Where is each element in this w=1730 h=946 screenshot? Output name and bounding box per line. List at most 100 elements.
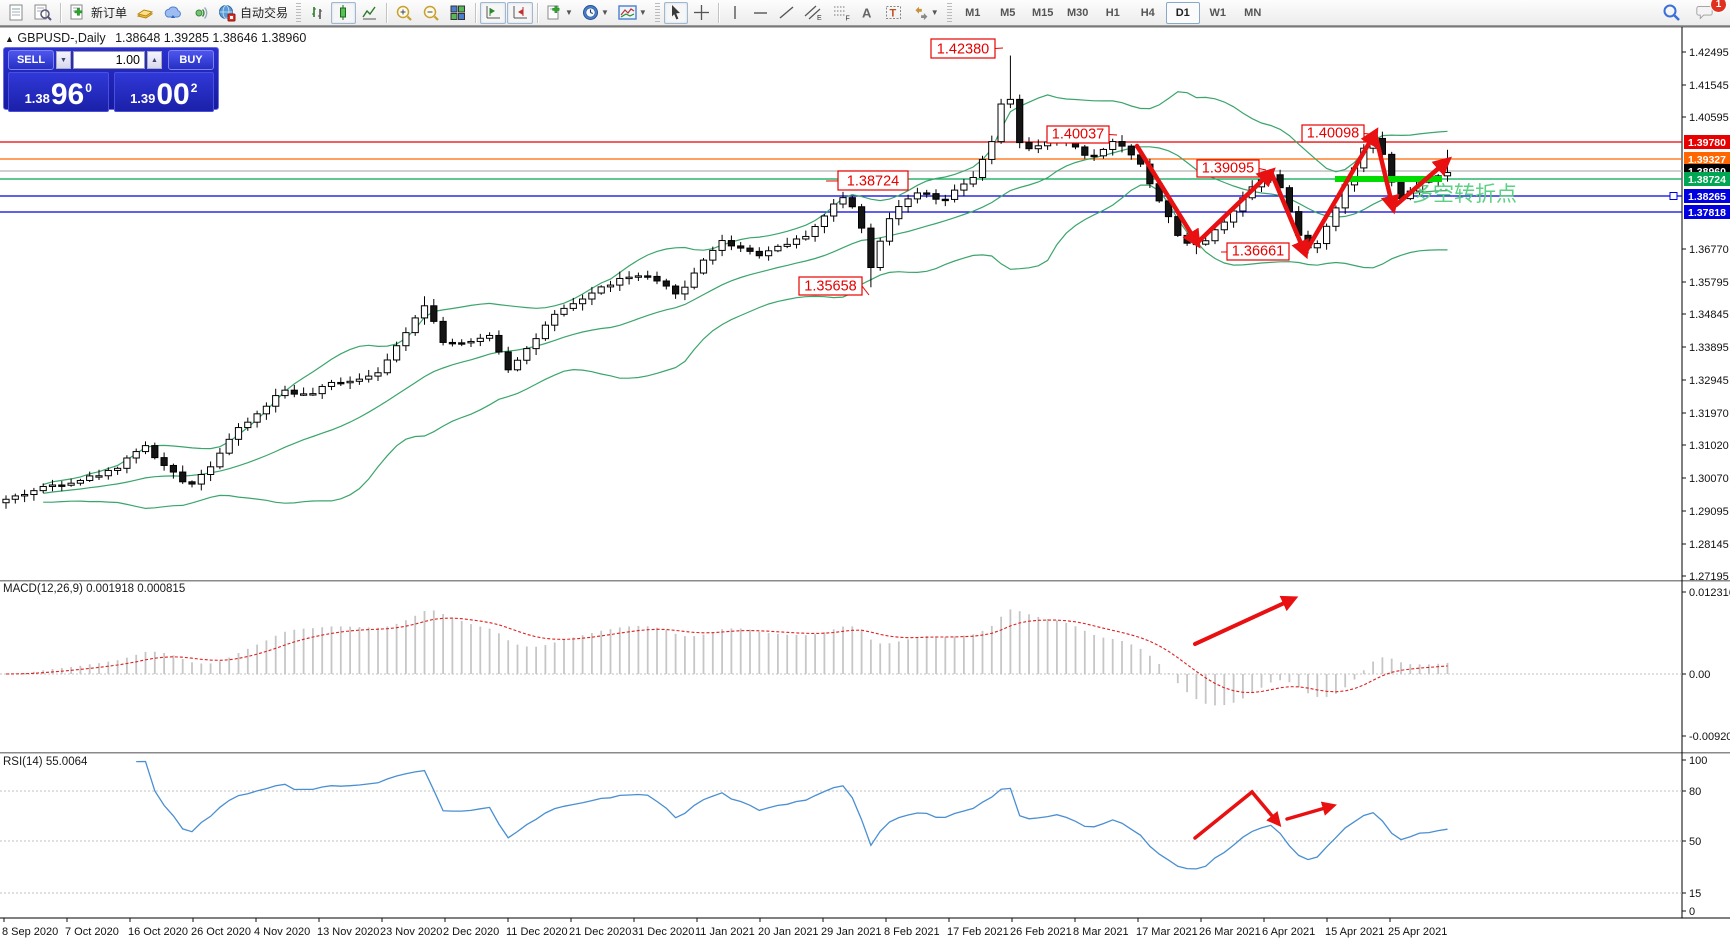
- date-label[interactable]: 6 Apr 2021: [1262, 926, 1315, 938]
- print-preview-button[interactable]: [30, 2, 56, 24]
- turning-point-bar[interactable]: [1335, 176, 1442, 182]
- date-label[interactable]: 2 Dec 2020: [443, 926, 499, 938]
- candlestick-chart-button[interactable]: [331, 1, 357, 24]
- legend-collapse-icon[interactable]: ▲: [5, 34, 14, 44]
- candle-body: [709, 249, 717, 261]
- annotation-label-box[interactable]: [837, 170, 909, 191]
- date-label[interactable]: 11 Dec 2020: [506, 926, 568, 938]
- line-handle[interactable]: [1669, 192, 1678, 200]
- trend-arrow[interactable]: [1134, 143, 1201, 249]
- periods-button[interactable]: ▼: [578, 2, 613, 24]
- horizontal-line-button[interactable]: [748, 2, 773, 24]
- volume-up-button[interactable]: ▲: [147, 51, 162, 69]
- date-label[interactable]: 11 Jan 2021: [695, 926, 755, 938]
- rsi-arrow[interactable]: [1285, 801, 1337, 821]
- date-label[interactable]: 7 Oct 2020: [65, 926, 119, 938]
- date-label[interactable]: 4 Nov 2020: [254, 926, 310, 938]
- price-badge-1.39780: [1684, 135, 1730, 149]
- text-label-button[interactable]: T: [881, 2, 907, 24]
- annotation-label-box[interactable]: [1226, 242, 1290, 261]
- date-label[interactable]: 23 Nov 2020: [380, 926, 442, 938]
- timeframe-mn-button[interactable]: MN: [1244, 6, 1262, 19]
- rsi-tick: 100: [1689, 755, 1707, 767]
- toolbar-grip[interactable]: [296, 2, 302, 23]
- auto-scroll-button[interactable]: [480, 1, 507, 24]
- timeframe-m15-button[interactable]: M15: [1032, 6, 1054, 19]
- equidistant-channel-button[interactable]: E: [800, 2, 827, 24]
- price-badge-text: 1.38265: [1688, 191, 1726, 203]
- history-center-button[interactable]: [132, 2, 158, 24]
- timeframe-d1-button[interactable]: D1: [1165, 1, 1200, 24]
- trend-arrow[interactable]: [1393, 156, 1453, 208]
- timeframe-m5-button[interactable]: M5: [1000, 6, 1016, 19]
- chart-shift-button[interactable]: [507, 1, 534, 24]
- line-chart-button[interactable]: [357, 2, 382, 24]
- date-label[interactable]: 8 Mar 2021: [1073, 926, 1129, 938]
- timeframe-m1-button[interactable]: M1: [965, 6, 981, 19]
- crosshair-button[interactable]: [689, 2, 714, 24]
- date-label[interactable]: 29 Jan 2021: [821, 926, 882, 938]
- svg-text:T: T: [889, 8, 896, 20]
- cursor-button[interactable]: [663, 1, 688, 24]
- indicators-button[interactable]: ▼: [614, 2, 651, 24]
- toolbar-grip[interactable]: [654, 2, 660, 23]
- timeframe-h4-button[interactable]: H4: [1140, 6, 1155, 19]
- trend-arrow[interactable]: [1302, 127, 1379, 256]
- cloud-button[interactable]: [159, 2, 186, 24]
- price-tick: 1.28145: [1689, 539, 1729, 551]
- buy-price[interactable]: 1.39 00 2: [113, 72, 214, 112]
- date-label[interactable]: 8 Feb 2021: [884, 926, 940, 938]
- zoom-out-button[interactable]: [418, 2, 444, 24]
- annotation-label-box[interactable]: [1046, 125, 1110, 144]
- news-signal-button[interactable]: [187, 2, 213, 24]
- bar-chart-button[interactable]: [305, 2, 330, 24]
- panel-separator: [0, 580, 1730, 582]
- templates-button[interactable]: ▼: [542, 2, 577, 24]
- date-label[interactable]: 17 Mar 2021: [1136, 926, 1198, 938]
- text-button[interactable]: A: [856, 2, 880, 24]
- date-label[interactable]: 25 Apr 2021: [1388, 926, 1447, 938]
- annotation-label-box[interactable]: [798, 276, 863, 296]
- date-label[interactable]: 26 Oct 2020: [191, 926, 251, 938]
- date-label[interactable]: 20 Jan 2021: [758, 926, 819, 938]
- date-label[interactable]: 15 Apr 2021: [1325, 926, 1384, 938]
- arrows-tool-button[interactable]: ▼: [908, 2, 943, 24]
- toolbar-grip[interactable]: [946, 2, 952, 23]
- vertical-line-button[interactable]: [723, 2, 747, 24]
- trendline-button[interactable]: [774, 2, 799, 24]
- trend-arrow[interactable]: [1268, 169, 1309, 260]
- date-label[interactable]: 21 Dec 2020: [569, 926, 631, 938]
- report-button[interactable]: [4, 2, 29, 24]
- autotrade-button[interactable]: 自动交易: [214, 2, 292, 24]
- timeframe-h1-button[interactable]: H1: [1105, 6, 1120, 19]
- fibonacci-button[interactable]: F: [828, 2, 855, 24]
- timeframe-m30-button[interactable]: M30: [1067, 6, 1089, 19]
- date-label[interactable]: 17 Feb 2021: [947, 926, 1009, 938]
- sell-button[interactable]: SELL: [8, 50, 54, 70]
- search-icon: [1663, 4, 1680, 21]
- date-label[interactable]: 26 Feb 2021: [1010, 926, 1072, 938]
- sell-price[interactable]: 1.38 96 0: [8, 72, 109, 112]
- date-label[interactable]: 16 Oct 2020: [128, 926, 188, 938]
- rsi-arrow[interactable]: [1193, 789, 1282, 840]
- volume-input[interactable]: 1.00: [73, 51, 145, 69]
- notifications-button[interactable]: 1: [1692, 0, 1727, 24]
- annotation-label-box[interactable]: [930, 38, 996, 59]
- trend-arrow[interactable]: [1372, 130, 1400, 215]
- search-button[interactable]: [1658, 2, 1686, 24]
- candle-body: [123, 457, 131, 469]
- macd-arrow[interactable]: [1193, 595, 1299, 646]
- date-label[interactable]: 31 Dec 2020: [632, 926, 694, 938]
- new-order-button[interactable]: 新订单: [65, 2, 131, 24]
- trend-arrow[interactable]: [1194, 167, 1276, 246]
- tile-windows-button[interactable]: [445, 2, 471, 24]
- zoom-in-button[interactable]: [391, 2, 417, 24]
- date-label[interactable]: 26 Mar 2021: [1199, 926, 1261, 938]
- timeframe-w1-button[interactable]: W1: [1209, 6, 1226, 19]
- volume-down-button[interactable]: ▼: [56, 51, 71, 69]
- turning-point-text[interactable]: 多空转折点: [1412, 183, 1517, 206]
- date-label[interactable]: 13 Nov 2020: [317, 926, 379, 938]
- date-label[interactable]: 8 Sep 2020: [2, 926, 58, 938]
- buy-button[interactable]: BUY: [168, 50, 214, 70]
